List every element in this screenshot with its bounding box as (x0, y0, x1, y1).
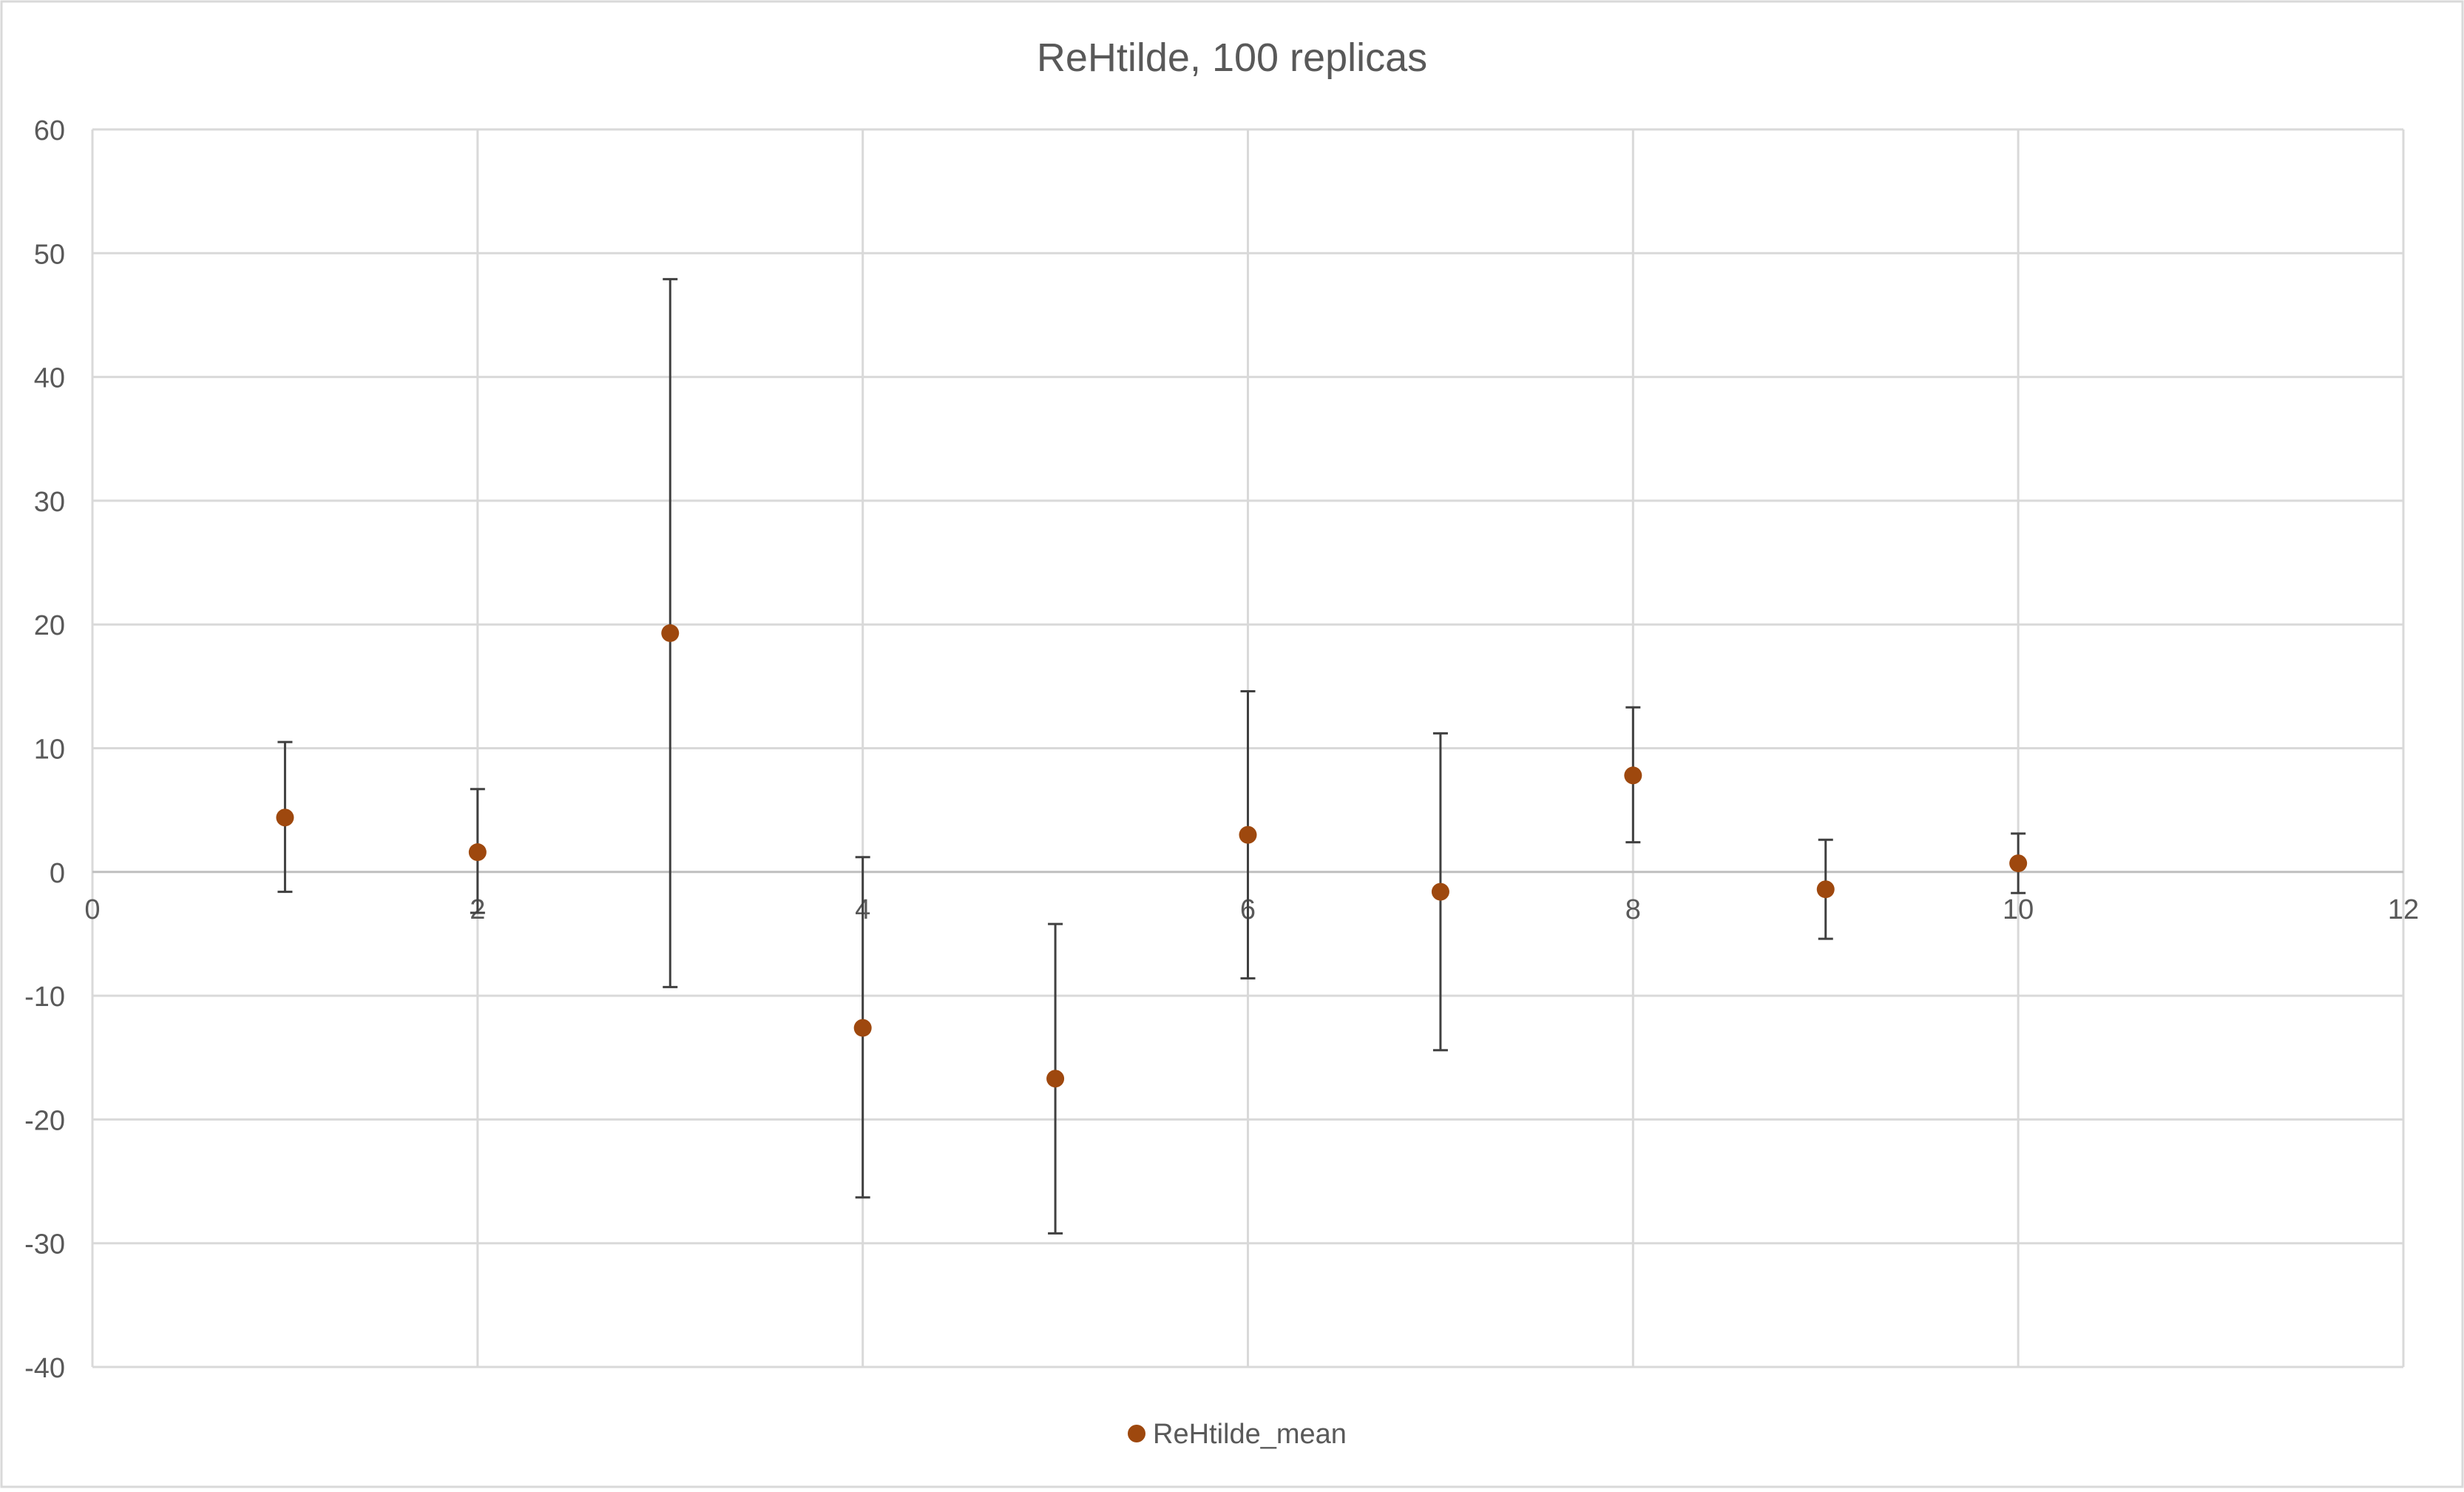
y-tick-label: -10 (24, 982, 65, 1013)
data-point (1624, 766, 1642, 785)
data-point (1239, 826, 1257, 844)
y-tick-label: -20 (24, 1105, 65, 1136)
data-points (276, 624, 2028, 1088)
data-point (1816, 880, 1835, 899)
legend: ReHtilde_mean (1128, 1419, 1347, 1450)
chart-title: ReHtilde, 100 replicas (1037, 36, 1427, 80)
data-point (1046, 1070, 1065, 1088)
y-tick-label: 20 (34, 610, 65, 641)
data-point (2009, 854, 2028, 873)
data-point (853, 1019, 872, 1037)
data-point (1431, 882, 1449, 901)
x-tick-label: 10 (2003, 894, 2034, 925)
data-point (468, 843, 487, 862)
y-tick-label: 10 (34, 735, 65, 766)
x-tick-label: 8 (1625, 894, 1641, 925)
y-tick-label: -30 (24, 1229, 65, 1260)
data-point (661, 624, 680, 642)
data-point (276, 809, 294, 827)
x-tick-label: 12 (2388, 894, 2419, 925)
legend-label: ReHtilde_mean (1153, 1419, 1347, 1450)
y-tick-label: 40 (34, 363, 65, 394)
y-tick-label: 0 (50, 858, 65, 889)
y-tick-label: -40 (24, 1353, 65, 1384)
legend-marker (1128, 1425, 1145, 1442)
y-tick-label: 50 (34, 239, 65, 270)
x-tick-label: 0 (84, 894, 100, 925)
error-bars (277, 277, 2026, 1235)
y-tick-label: 30 (34, 487, 65, 518)
y-tick-label: 60 (34, 115, 65, 146)
